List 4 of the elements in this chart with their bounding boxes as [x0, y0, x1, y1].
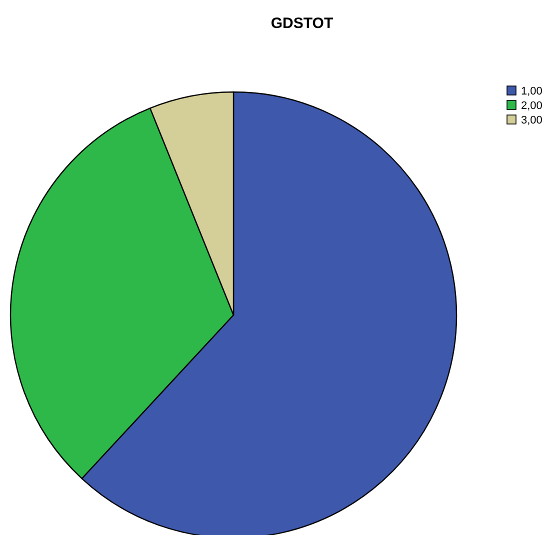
legend-label: 2,00 [521, 100, 542, 112]
legend-label: 3,00 [521, 114, 542, 126]
chart-title: GDSTOT [270, 15, 334, 32]
legend-label: 1,00 [521, 86, 542, 98]
